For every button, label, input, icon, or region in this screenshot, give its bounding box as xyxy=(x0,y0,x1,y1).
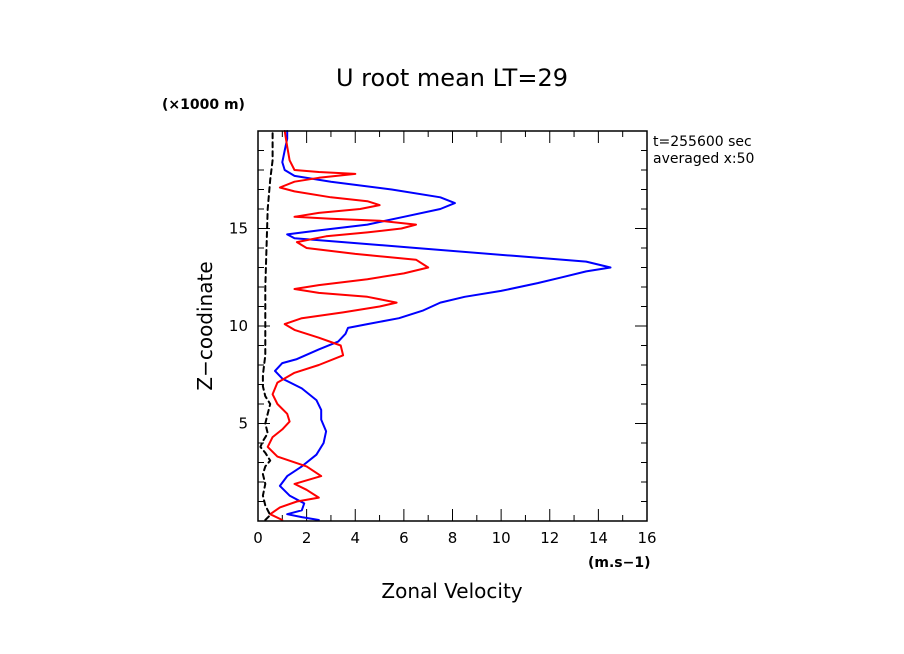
x-axis-unit: (m.s−1) xyxy=(588,555,651,571)
time-annotation: t=255600 sec xyxy=(653,134,752,150)
series-line-blue xyxy=(274,130,612,521)
axis-ticks: 0 2 4 6 8 10 12 14 16 5 10 15 xyxy=(229,130,657,547)
series-layer xyxy=(259,130,612,521)
series-line-red xyxy=(266,130,430,521)
x-tick-label: 14 xyxy=(589,529,608,547)
x-tick-label: 2 xyxy=(302,529,312,547)
y-tick-label: 10 xyxy=(229,317,248,335)
x-tick-label: 8 xyxy=(448,529,458,547)
x-tick-label: 12 xyxy=(540,529,559,547)
x-tick-label: 4 xyxy=(350,529,360,547)
x-tick-label: 0 xyxy=(253,529,263,547)
x-tick-label: 10 xyxy=(492,529,511,547)
x-axis-label: Zonal Velocity xyxy=(381,579,522,603)
x-tick-label: 6 xyxy=(399,529,409,547)
y-tick-label: 15 xyxy=(229,220,248,238)
y-axis-unit: (×1000 m) xyxy=(162,97,245,113)
plot-frame xyxy=(257,130,648,522)
series-line-black-dashed xyxy=(259,130,274,521)
y-axis-label: Z−coodinate xyxy=(193,261,217,390)
x-tick-label: 16 xyxy=(637,529,656,547)
chart-title: U root mean LT=29 xyxy=(336,64,568,92)
y-tick-label: 5 xyxy=(238,415,248,433)
averaging-annotation: averaged x:50 xyxy=(653,151,754,167)
